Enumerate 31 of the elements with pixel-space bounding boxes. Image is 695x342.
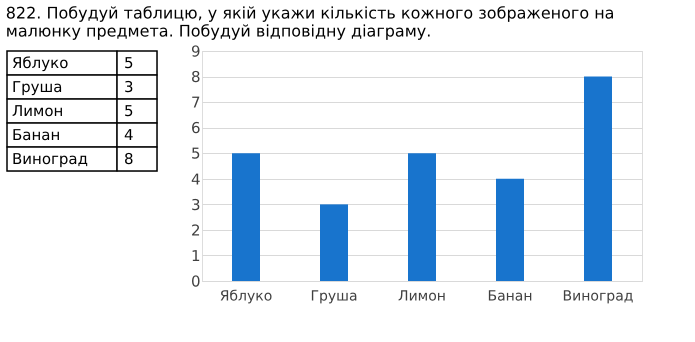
y-tick-label: 5: [190, 144, 200, 163]
y-tick-label: 8: [190, 68, 200, 86]
x-tick-label: Виноград: [562, 288, 634, 304]
bar: [320, 204, 348, 281]
x-tick-label: Яблуко: [220, 288, 272, 304]
data-label: 4: [124, 126, 134, 144]
x-tick-label: Банан: [487, 288, 533, 304]
y-tick-label: 0: [190, 272, 200, 290]
category-label: Яблуко: [12, 54, 68, 72]
x-tick-label: Груша: [310, 288, 358, 304]
data-label: 8: [124, 150, 134, 168]
bar: [496, 178, 524, 281]
y-tick-label: 9: [190, 42, 200, 60]
bar: [232, 153, 260, 281]
y-tick-label: 6: [190, 119, 200, 138]
y-tick-label: 3: [190, 196, 200, 214]
bar: [584, 76, 612, 281]
y-tick-label: 7: [190, 94, 200, 112]
text: 822. Побудуй таблицю, у якій укажи кількість кожного зображеного на малюнку предмета. Побудуй відповідну діаграму.: [6, 4, 614, 40]
y-tick-label: 1: [190, 246, 200, 265]
data-label: 3: [124, 78, 134, 96]
category-label: Банан: [12, 126, 60, 144]
y-tick-label: 4: [190, 170, 200, 188]
x-tick-label: Лимон: [398, 288, 446, 304]
category-label: Груша: [12, 78, 62, 96]
y-tick-label: 2: [190, 221, 200, 240]
category-label: Лимон: [12, 102, 64, 120]
bar: [408, 153, 436, 281]
category-label: Виноград: [12, 150, 88, 168]
data-label: 5: [124, 54, 134, 72]
data-label: 5: [124, 102, 134, 120]
